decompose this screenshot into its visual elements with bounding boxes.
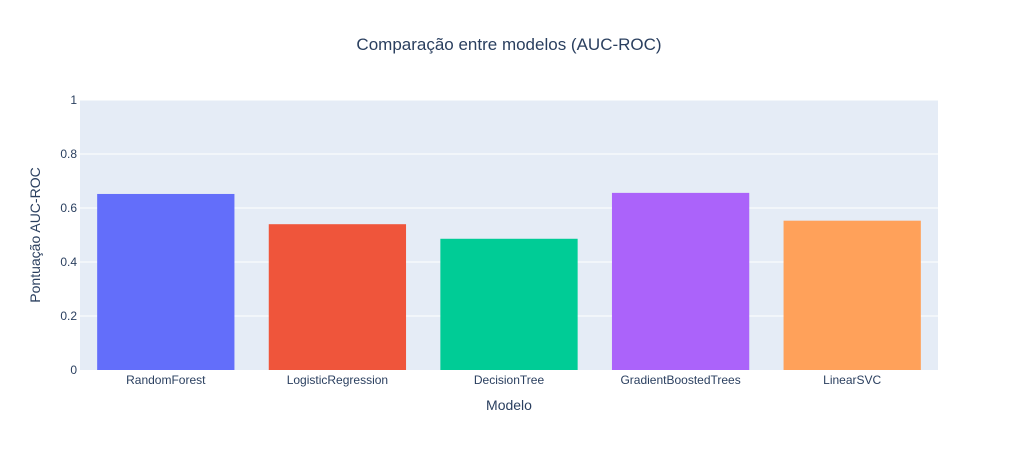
bar-linearsvc[interactable] — [783, 220, 921, 370]
y-axis-title: Pontuação AUC-ROC — [27, 167, 43, 302]
bar-randomforest[interactable] — [97, 193, 235, 370]
y-tick-label: 0 — [70, 363, 77, 377]
bar-gradientboostedtrees[interactable] — [611, 192, 750, 370]
bar-logisticregression[interactable] — [268, 224, 407, 370]
bar-decisiontree[interactable] — [440, 238, 578, 370]
y-tick-label: 0.4 — [60, 255, 77, 269]
bar-series — [97, 192, 921, 370]
y-tick-label: 0.6 — [60, 201, 77, 215]
y-axis-ticks: 0 0.2 0.4 0.6 0.8 1 — [60, 93, 77, 377]
y-tick-label: 0.2 — [60, 309, 77, 323]
x-tick-label: DecisionTree — [474, 373, 545, 387]
y-tick-label: 0.8 — [60, 147, 77, 161]
y-tick-label: 1 — [70, 93, 77, 107]
chart-title: Comparação entre modelos (AUC-ROC) — [356, 35, 661, 54]
x-tick-label: LinearSVC — [823, 373, 881, 387]
x-tick-label: LogisticRegression — [287, 373, 388, 387]
x-tick-label: GradientBoostedTrees — [620, 373, 740, 387]
x-tick-label: RandomForest — [126, 373, 206, 387]
x-axis-ticks: RandomForest LogisticRegression DecisionTr… — [126, 373, 881, 387]
x-axis-title: Modelo — [486, 397, 532, 413]
